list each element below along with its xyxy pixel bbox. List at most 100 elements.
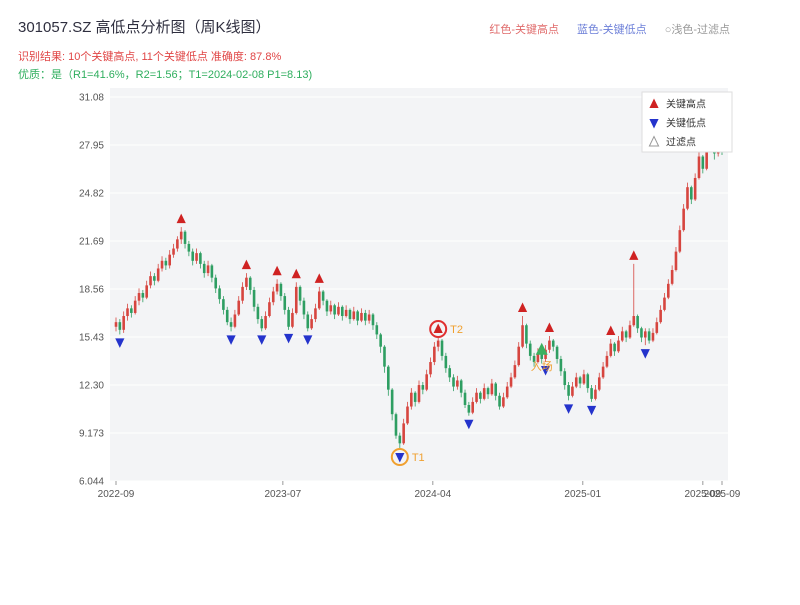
legend-item-label: 关键低点	[666, 117, 706, 130]
candle-body	[379, 334, 382, 347]
candle-body	[463, 392, 467, 405]
candle-body	[632, 316, 636, 326]
candle-body	[475, 392, 478, 402]
candle-body	[306, 314, 310, 329]
legend-up-triangle-icon	[649, 98, 659, 108]
candle-body	[340, 306, 344, 317]
plot-panel	[110, 88, 728, 481]
candle-body	[210, 265, 214, 278]
t2-circle	[429, 320, 448, 339]
candle-body	[486, 388, 490, 395]
candle-body	[505, 386, 509, 398]
candle-body	[390, 389, 394, 415]
key-high-marker	[314, 273, 324, 283]
t1-circle	[390, 448, 409, 467]
x-tick-label: 2025-09	[684, 489, 721, 500]
key-low-marker	[257, 335, 267, 345]
candle-body	[693, 177, 697, 200]
candle-body	[360, 312, 363, 321]
header-legend: 红色-关键高点 蓝色-关键低点 ○浅色-过滤点	[489, 21, 730, 37]
candle-body	[494, 383, 498, 396]
candle-body	[701, 156, 705, 169]
candle-body	[191, 251, 195, 261]
candle-body	[264, 316, 267, 329]
key-high-marker	[544, 322, 555, 332]
candle-body	[540, 352, 544, 359]
candle-body	[601, 366, 605, 378]
candle-body	[659, 309, 662, 323]
candle-body	[452, 377, 455, 387]
candle-body	[567, 385, 570, 396]
candle-body	[436, 340, 440, 347]
candle-body	[241, 286, 244, 301]
legend-item-label: 过滤点	[666, 136, 696, 149]
candle-body	[578, 377, 582, 384]
candle-body	[168, 254, 171, 266]
candle-body	[130, 308, 133, 313]
candle-body	[245, 277, 248, 287]
candle-body	[651, 332, 655, 341]
candle-body	[337, 306, 340, 315]
y-tick-label: 31.08	[79, 93, 104, 104]
candle-body	[283, 296, 287, 310]
candle-body	[467, 404, 471, 413]
candle-body	[429, 362, 432, 375]
header-legend-filter: ○浅色-过滤点	[664, 24, 730, 36]
candle-body	[329, 305, 333, 312]
key-low-marker	[303, 335, 313, 345]
candle-body	[141, 293, 145, 298]
candle-body	[536, 352, 540, 363]
candle-body	[670, 270, 674, 284]
t2-label: T2	[450, 324, 463, 336]
candle-body	[413, 392, 417, 402]
key-high-marker	[629, 250, 639, 260]
candle-body	[440, 340, 444, 356]
candle-body	[302, 300, 306, 315]
candle-body	[172, 248, 175, 255]
y-tick-label: 9.173	[79, 429, 104, 440]
y-tick-label: 6.044	[79, 477, 104, 488]
key-high-marker	[272, 265, 282, 276]
candle-body	[222, 299, 225, 310]
entry-triangle	[535, 342, 548, 355]
candle-body	[636, 316, 639, 329]
candle-body	[498, 395, 501, 407]
candle-body	[248, 277, 252, 290]
candle-body	[352, 311, 356, 320]
recognition-result-line: 识别结果: 10个关键高点, 11个关键低点 准确度: 87.8%	[18, 51, 282, 63]
candle-body	[183, 231, 187, 244]
candle-body	[647, 331, 651, 341]
candle-body	[678, 230, 682, 252]
candle-body	[421, 385, 425, 390]
candle-body	[256, 306, 260, 320]
y-tick-label: 15.43	[79, 333, 104, 344]
key-high-marker	[176, 213, 186, 224]
candle-body	[156, 268, 160, 281]
y-tick-label: 27.95	[79, 141, 104, 152]
key-low-marker	[395, 453, 405, 463]
candle-body	[406, 406, 409, 424]
candle-body	[559, 358, 563, 372]
candle-body	[613, 343, 616, 352]
candle-body	[229, 322, 233, 327]
candle-body	[433, 346, 436, 363]
candle-body	[206, 265, 210, 274]
candle-body	[594, 389, 597, 399]
candle-body	[674, 251, 678, 271]
candle-body	[375, 325, 379, 335]
key-low-marker	[563, 404, 574, 414]
candle-body	[356, 311, 359, 321]
candle-body	[663, 297, 666, 310]
candle-body	[417, 385, 421, 402]
legend-item-label: 关键高点	[666, 98, 706, 111]
candle-body	[325, 300, 329, 312]
y-tick-label: 21.69	[79, 237, 104, 248]
candle-body	[582, 374, 586, 384]
key-low-markers	[115, 333, 650, 463]
candle-body	[444, 355, 448, 369]
candle-body	[574, 377, 578, 387]
candle-body	[137, 293, 141, 301]
candle-body	[571, 386, 574, 396]
